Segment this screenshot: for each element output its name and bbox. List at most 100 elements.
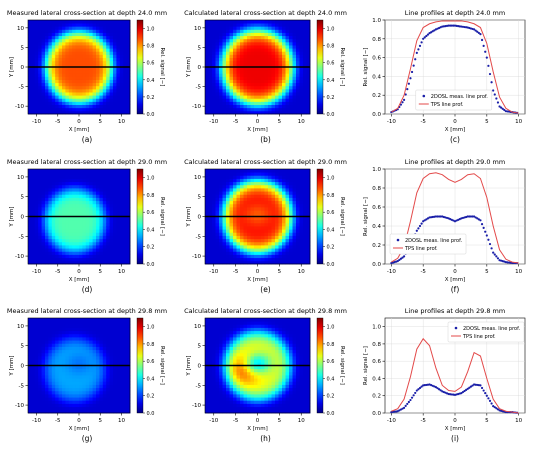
heatmap-cell xyxy=(229,23,234,27)
heatmap-cell xyxy=(58,371,63,376)
y-tick-label: 0 xyxy=(21,215,25,221)
heatmap-cell xyxy=(289,54,293,58)
heatmap-cell xyxy=(205,104,209,109)
heatmap-cell xyxy=(126,178,131,183)
heatmap-cell xyxy=(102,356,107,360)
heatmap-cell xyxy=(55,381,59,385)
heatmap-cell xyxy=(58,175,63,179)
heatmap-cell xyxy=(275,232,279,236)
heatmap-cell xyxy=(113,356,117,360)
heatmap-cell xyxy=(102,172,107,176)
heatmap-cell xyxy=(126,82,131,87)
heatmap-cell xyxy=(62,73,66,77)
heatmap-cell xyxy=(299,26,304,30)
heatmap-cell xyxy=(85,181,90,186)
heatmap-cell xyxy=(82,409,87,414)
heatmap-cell xyxy=(126,88,131,93)
heatmap-cell xyxy=(303,197,307,202)
heatmap-cell xyxy=(55,403,59,408)
heatmap-cell xyxy=(75,321,80,325)
heatmap-cell xyxy=(282,245,286,249)
heatmap-cell xyxy=(278,73,283,77)
heatmap-cell xyxy=(109,79,114,84)
heatmap-cell xyxy=(48,330,53,335)
heatmap-cell xyxy=(205,337,209,341)
heatmap-cell xyxy=(109,107,114,112)
heatmap-cell xyxy=(58,216,63,221)
heatmap-cell xyxy=(275,229,279,233)
heatmap-cell xyxy=(106,20,110,24)
heatmap-cell xyxy=(75,67,80,71)
heatmap-cell xyxy=(299,235,304,240)
heatmap-cell xyxy=(48,110,53,115)
heatmap-cell xyxy=(65,41,70,46)
heatmap-cell xyxy=(247,35,251,40)
heatmap-cell xyxy=(113,406,117,411)
heatmap-cell xyxy=(96,381,100,385)
heatmap-cell xyxy=(247,73,251,77)
heatmap-cell xyxy=(68,394,73,398)
heatmap-cell xyxy=(113,327,117,332)
heatmap-cell xyxy=(292,251,297,255)
heatmap-cell xyxy=(48,67,53,71)
heatmap-cell xyxy=(106,95,110,99)
heatmap-cell xyxy=(38,57,42,62)
heatmap-cell xyxy=(113,73,117,77)
heatmap-cell xyxy=(296,251,300,255)
heatmap-cell xyxy=(116,324,121,328)
heatmap-cell xyxy=(208,169,213,173)
heatmap-cell xyxy=(75,378,80,382)
heatmap-cell xyxy=(271,32,276,37)
heatmap-cell xyxy=(296,216,300,221)
heatmap-cell xyxy=(289,248,293,252)
heatmap-cell xyxy=(28,238,32,243)
heatmap-cell xyxy=(240,260,244,265)
heatmap-cell xyxy=(236,38,241,43)
heatmap-cell xyxy=(292,73,297,77)
heatmap-cell xyxy=(79,394,83,398)
heatmap-cell xyxy=(82,79,87,84)
heatmap-cell xyxy=(303,229,307,233)
heatmap-cell xyxy=(89,333,93,338)
heatmap-cell xyxy=(89,318,93,322)
heatmap-cell xyxy=(271,70,276,74)
heatmap-cell xyxy=(116,88,121,93)
heatmap-cell xyxy=(102,409,107,414)
heatmap-cell xyxy=(62,343,66,347)
heatmap-cell xyxy=(264,197,269,202)
heatmap-cell xyxy=(236,188,241,192)
heatmap-cell xyxy=(38,73,42,77)
heatmap-cell xyxy=(208,191,213,195)
heatmap-cell xyxy=(282,95,286,99)
heatmap-cell xyxy=(278,169,283,173)
heatmap-cell xyxy=(51,337,56,341)
heatmap-cell xyxy=(240,107,244,112)
heatmap-cell xyxy=(219,88,223,93)
heatmap-cell xyxy=(278,82,283,87)
heatmap-cell xyxy=(123,178,127,183)
heatmap-cell xyxy=(75,384,80,389)
colorbar-tick-label: 1.0 xyxy=(147,176,155,182)
heatmap-cell xyxy=(45,365,49,370)
heatmap-cell xyxy=(271,67,276,71)
heatmap-cell xyxy=(119,51,124,55)
heatmap-cell xyxy=(113,48,117,52)
heatmap-cell xyxy=(222,88,227,93)
heatmap-cell xyxy=(48,337,53,341)
heatmap-cell xyxy=(72,32,76,37)
heatmap-cell xyxy=(102,368,107,373)
heatmap-cell xyxy=(268,229,272,233)
heatmap-cell xyxy=(45,381,49,385)
heatmap-cell xyxy=(113,85,117,90)
heatmap-cell xyxy=(289,194,293,198)
heatmap-cell xyxy=(31,194,36,198)
heatmap-cell xyxy=(72,330,76,335)
heatmap-cell xyxy=(31,92,36,96)
heatmap-cell xyxy=(215,60,220,65)
heatmap-cell xyxy=(282,98,286,102)
heatmap-cell xyxy=(257,248,262,252)
heatmap-cell xyxy=(28,375,32,379)
heatmap-cell xyxy=(208,26,213,30)
heatmap-cell xyxy=(102,235,107,240)
heatmap-cell xyxy=(212,238,216,243)
